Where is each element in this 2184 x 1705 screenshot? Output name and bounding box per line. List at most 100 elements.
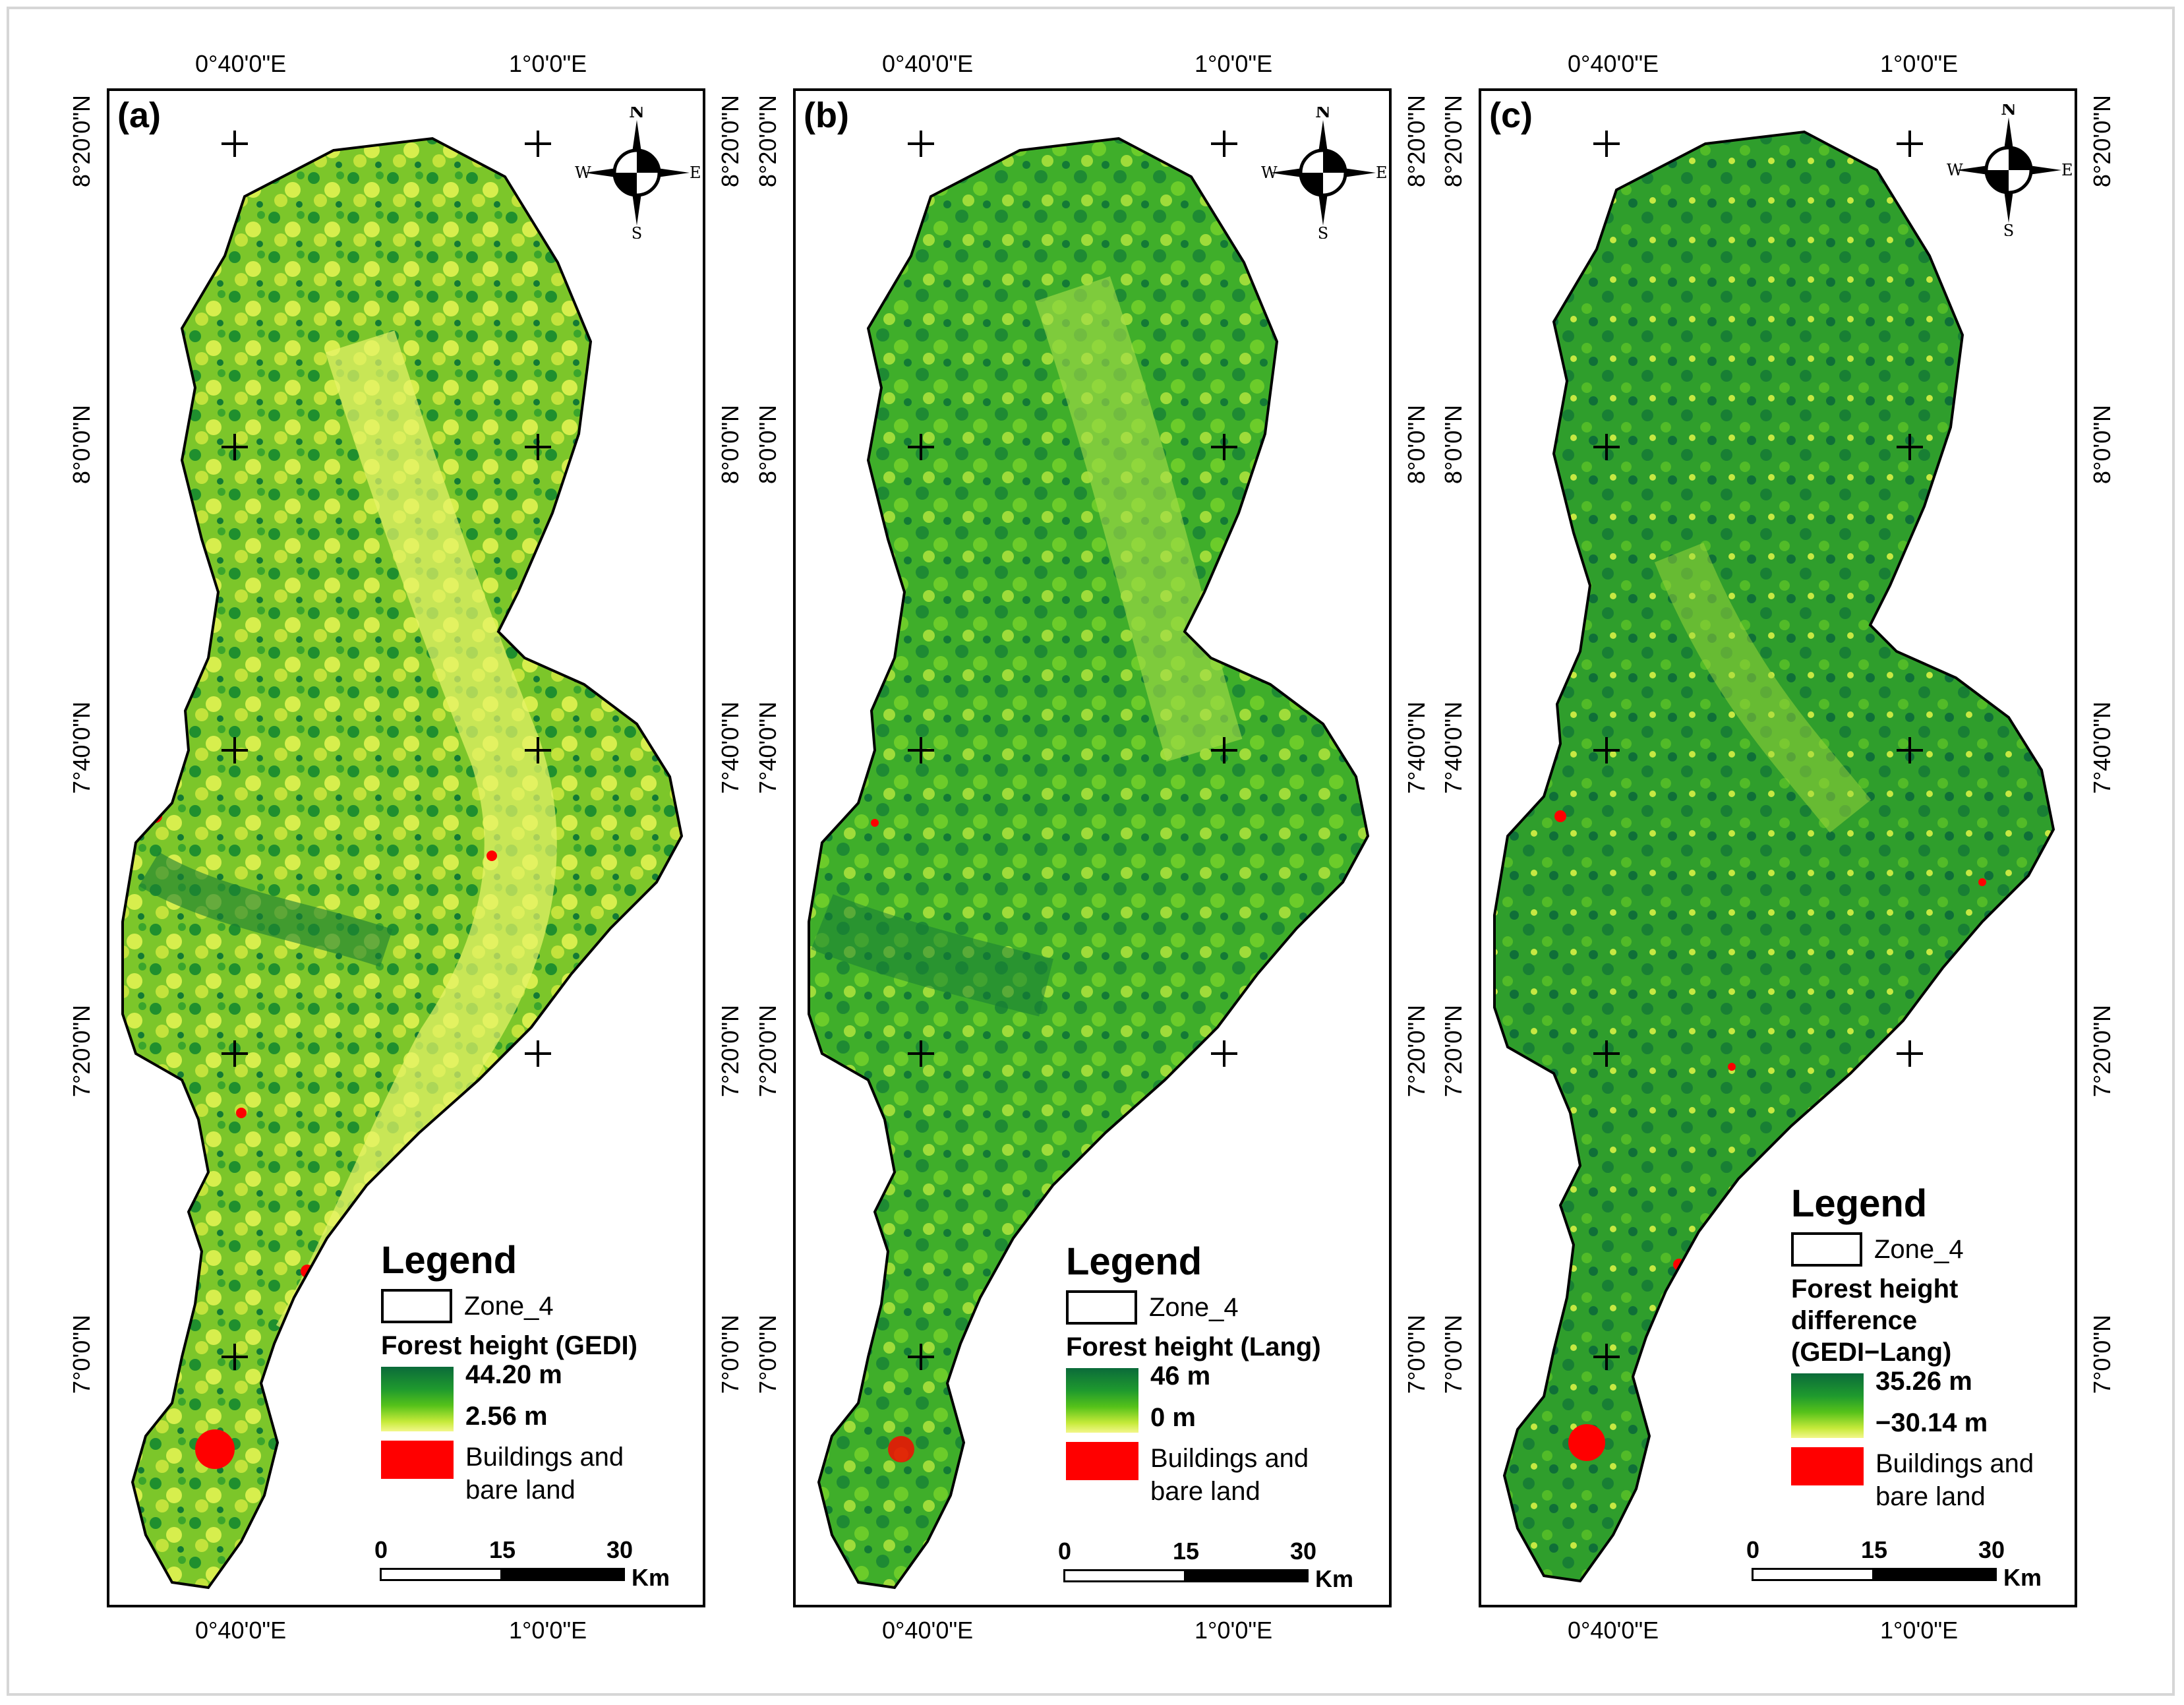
legend-title: Legend [1791,1182,1928,1225]
north-arrow-compass-icon: N S W E [1261,107,1388,239]
lat-label: 7°40'0"N [717,701,744,794]
lon-label-top: 0°40'0"E [882,50,974,77]
zone-swatch [1791,1232,1862,1267]
lat-label: 7°0'0"N [1403,1314,1430,1394]
buildings-swatch [1066,1442,1138,1480]
lon-label-top: 1°0'0"E [1880,50,1959,77]
north-arrow-compass-icon: N S W E [1947,104,2073,236]
legend-title: Legend [381,1239,517,1282]
ramp-min-label: 2.56 m [465,1402,548,1431]
panel-label: (b) [804,96,849,135]
buildings-label: Buildings and bare land [1875,1449,2034,1511]
lat-label: 7°20'0"N [1440,1004,1467,1098]
lat-label: 8°20'0"N [68,94,95,188]
graticule-crosses [221,131,551,1370]
zone-label: Zone_4 [464,1291,554,1321]
legend: Legend Zone_4 Forest height (Lang) 46 m … [1066,1240,1348,1508]
zone-swatch [1066,1290,1137,1325]
lon-label-bottom: 0°40'0"E [1568,1617,1659,1644]
lat-label: 7°40'0"N [754,701,781,794]
scale-tick-30: 30 [1978,1536,2005,1563]
graticule-crosses [908,131,1237,1370]
scale-tick-0: 0 [1058,1538,1072,1565]
scale-tick-15: 15 [1173,1538,1200,1565]
lat-label: 7°20'0"N [68,1004,95,1098]
svg-text:S: S [2003,222,2014,236]
ramp-max-label: 35.26 m [1875,1367,1972,1396]
scale-segment [1874,1568,1997,1581]
scale-segment [380,1568,502,1581]
lat-label: 7°0'0"N [754,1314,781,1394]
lat-label: 8°20'0"N [717,94,744,188]
scale-bar: 0 15 30 Km [1746,1536,2042,1591]
lat-label: 8°20'0"N [1403,94,1430,188]
scale-segment [502,1568,625,1581]
lat-label: 7°20'0"N [754,1004,781,1098]
scale-unit: Km [2003,1564,2042,1591]
scale-tick-0: 0 [374,1536,388,1563]
zone-swatch [381,1289,452,1323]
graticule-crosses [1593,131,1923,1370]
layer-title: Forest height (GEDI) [381,1331,637,1360]
map-panel-a: (a) N S W E Legend Zone_4 Forest height … [107,88,705,1607]
lat-label: 7°40'0"N [68,701,95,794]
color-ramp [1791,1373,1864,1438]
lat-label: 7°0'0"N [1440,1314,1467,1394]
layer-title: Forest height (Lang) [1066,1332,1321,1361]
lat-label: 8°0'0"N [754,404,781,485]
lat-label: 7°40'0"N [1440,701,1467,794]
svg-text:N: N [2001,104,2017,119]
map-panel-c: (c) N S W E Legend Zone_4 Forest height … [1479,88,2077,1607]
scale-segment [1752,1568,1874,1581]
lat-label: 8°0'0"N [2088,404,2115,485]
svg-text:N: N [629,107,645,122]
scale-segment [1063,1569,1186,1582]
lat-label: 7°0'0"N [2088,1314,2115,1394]
scale-unit: Km [1315,1565,1354,1592]
svg-text:S: S [1318,224,1328,239]
svg-text:W: W [575,164,591,182]
buildings-swatch [381,1441,454,1479]
svg-text:E: E [690,164,701,182]
scale-tick-30: 30 [606,1536,634,1563]
ramp-min-label: 0 m [1150,1403,1196,1432]
forest-height-map-lang [808,131,1369,1589]
lat-label: 7°40'0"N [2088,701,2115,794]
zone-label: Zone_4 [1149,1292,1239,1322]
lat-label: 8°0'0"N [1403,404,1430,485]
lon-label-bottom: 1°0'0"E [1195,1617,1273,1644]
svg-text:N: N [1315,107,1331,122]
lon-label-bottom: 1°0'0"E [509,1617,587,1644]
scale-unit: Km [632,1564,670,1591]
panel-label: (a) [117,96,161,135]
lon-label-top: 1°0'0"E [509,50,587,77]
lon-label-top: 0°40'0"E [1568,50,1659,77]
lat-label: 7°20'0"N [1403,1004,1430,1098]
lat-label: 7°40'0"N [1403,701,1430,794]
panel-label: (c) [1489,96,1533,135]
scale-segment [1186,1569,1309,1582]
scale-bar: 0 15 30 Km [1058,1538,1353,1592]
scale-tick-0: 0 [1746,1536,1760,1563]
north-arrow-compass-icon: N S W E [575,107,701,239]
lat-label: 8°20'0"N [754,94,781,188]
ramp-max-label: 44.20 m [465,1360,562,1389]
map-panel-b: (b) N S W E Legend Zone_4 Forest height … [793,88,1392,1607]
color-ramp [1066,1368,1138,1433]
lat-label: 7°0'0"N [68,1314,95,1394]
legend: Legend Zone_4 Forest height (GEDI) 44.20… [381,1238,663,1507]
buildings-label: Buildings and bare land [465,1443,624,1505]
ramp-max-label: 46 m [1150,1361,1211,1391]
svg-text:W: W [1261,164,1278,182]
lat-label: 8°0'0"N [1440,404,1467,485]
lat-label: 7°0'0"N [717,1314,744,1394]
scale-tick-30: 30 [1290,1538,1317,1565]
zone-label: Zone_4 [1874,1234,1964,1264]
lon-label-bottom: 1°0'0"E [1880,1617,1959,1644]
forest-height-difference-map [1493,131,2055,1582]
legend: Legend Zone_4 Forest height difference (… [1791,1182,2073,1513]
scale-bar: 0 15 30 Km [374,1536,670,1591]
lat-label: 8°20'0"N [1440,94,1467,188]
scale-tick-15: 15 [1861,1536,1888,1563]
forest-height-map-gedi [121,131,683,1589]
